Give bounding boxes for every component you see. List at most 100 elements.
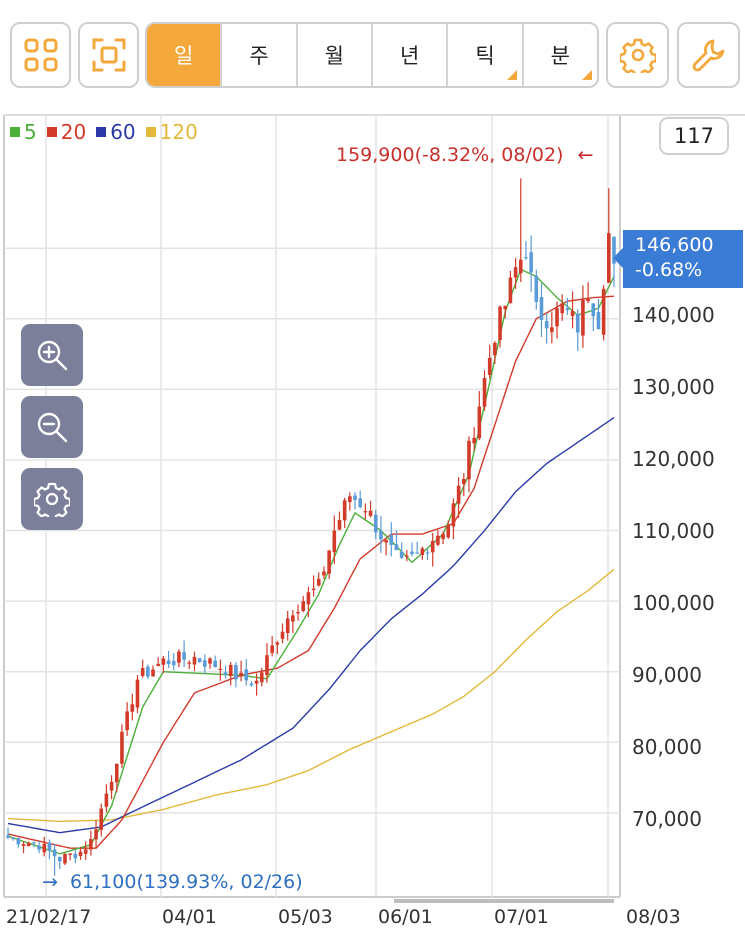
candle-body — [368, 510, 373, 516]
candle-body — [358, 498, 363, 508]
candle-body — [140, 668, 145, 676]
tab-minute[interactable]: 분 — [524, 24, 597, 86]
candle-body — [47, 842, 52, 851]
current-price: 146,600 — [635, 234, 714, 256]
chart-settings-button[interactable] — [606, 22, 669, 88]
candle-body — [11, 837, 15, 839]
legend-label: 120 — [159, 120, 198, 144]
candle-count-box[interactable]: 117 — [659, 117, 729, 155]
candle-body — [487, 357, 492, 375]
tab-day[interactable]: 일 — [147, 24, 223, 86]
candle-body — [327, 550, 331, 574]
y-tick-label: 70,000 — [632, 807, 702, 831]
tab-label: 일 — [174, 44, 194, 68]
candle-body — [135, 679, 140, 708]
current-change: -0.68% — [635, 259, 703, 281]
candle-body — [316, 578, 321, 586]
candle-body — [529, 252, 533, 273]
grid — [4, 115, 620, 897]
zoom-out-button[interactable] — [21, 396, 83, 458]
ma-line-ma20 — [7, 295, 615, 849]
candle-body — [337, 519, 342, 530]
candle-body — [197, 658, 202, 663]
ma-line-ma60 — [7, 417, 615, 834]
candle-body — [477, 406, 482, 439]
candle-body — [208, 658, 212, 664]
candle-body — [544, 320, 549, 329]
candle-body — [446, 525, 451, 538]
candle-body — [94, 829, 98, 840]
gear-icon — [619, 38, 656, 73]
tab-label: 분 — [550, 44, 570, 68]
candle-body — [130, 704, 135, 712]
candle-body — [26, 842, 31, 847]
y-tick-label: 110,000 — [632, 519, 715, 543]
fullscreen-button[interactable] — [78, 22, 139, 88]
candle-body — [187, 662, 192, 664]
candle-body — [575, 313, 580, 333]
candle-body — [601, 288, 606, 335]
price-chart[interactable] — [0, 112, 745, 942]
candle-body — [565, 308, 570, 311]
candle-body — [410, 551, 414, 555]
candle-body — [254, 680, 259, 684]
y-tick-label: 100,000 — [632, 591, 715, 615]
y-tick-label: 80,000 — [632, 735, 702, 759]
x-tick-label: 06/01 — [378, 906, 433, 928]
candle-body — [353, 495, 357, 501]
candle-body — [389, 535, 394, 545]
candle-body — [508, 277, 513, 304]
candle-body — [301, 601, 306, 611]
candle-body — [275, 642, 280, 645]
candle-body — [384, 539, 388, 543]
candle-body — [68, 853, 72, 855]
candle-body — [503, 305, 508, 310]
high-annotation: 159,900(-8.32%, 08/02) ← — [336, 144, 593, 166]
tab-tick[interactable]: 틱 — [448, 24, 524, 86]
x-tick-label: 07/01 — [494, 906, 549, 928]
tab-label: 월 — [324, 44, 344, 68]
candle-body — [596, 311, 601, 330]
candle-body — [37, 845, 41, 850]
zoom-out-icon — [37, 412, 68, 443]
candle-body — [244, 669, 249, 681]
tab-year[interactable]: 년 — [373, 24, 449, 86]
candle-body — [166, 660, 171, 665]
layout-button[interactable] — [10, 22, 71, 88]
candle-body — [125, 711, 129, 731]
tab-month[interactable]: 월 — [298, 24, 373, 86]
indicator-settings-button[interactable] — [21, 468, 83, 530]
candle-body — [524, 257, 528, 259]
zoom-in-button[interactable] — [21, 324, 83, 386]
moving-averages — [7, 268, 615, 855]
tab-week[interactable]: 주 — [222, 24, 298, 86]
candle-body — [63, 853, 67, 864]
high-annotation-text: 159,900(-8.32%, 08/02) — [336, 144, 564, 166]
candle-body — [32, 842, 36, 844]
candle-body — [21, 844, 26, 846]
y-tick-label: 90,000 — [632, 663, 702, 687]
candle-body — [306, 592, 311, 605]
x-tick-label: 04/01 — [162, 906, 217, 928]
legend-label: 5 — [24, 120, 37, 144]
tab-label: 년 — [399, 44, 420, 68]
candle-body — [171, 660, 176, 666]
tools-button[interactable] — [677, 22, 740, 88]
grid-layout-icon — [24, 38, 57, 72]
candle-body — [550, 327, 554, 333]
candle-body — [249, 683, 254, 686]
candle-body — [291, 615, 295, 622]
wrench-icon — [692, 39, 724, 72]
candle-body — [441, 533, 445, 539]
candle-body — [436, 535, 440, 545]
candle-body — [498, 306, 502, 340]
fullscreen-icon — [92, 38, 125, 72]
candle-body — [493, 342, 497, 356]
y-tick-label: 120,000 — [632, 447, 715, 471]
legend-ma120: 120 — [145, 120, 198, 144]
candle-body — [607, 233, 611, 283]
candle-body — [120, 731, 124, 764]
y-tick-label: 140,000 — [632, 303, 715, 327]
legend-swatch-icon — [145, 127, 156, 137]
arrow-left-icon: ← — [577, 144, 594, 166]
